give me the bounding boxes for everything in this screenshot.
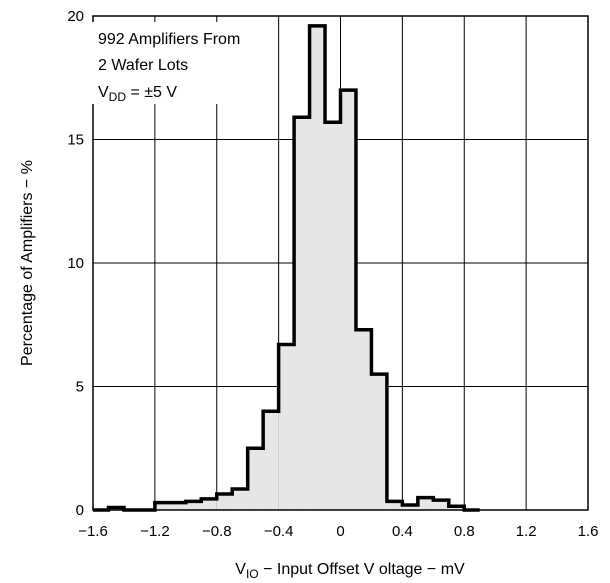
x-tick-label-0: −1.6 xyxy=(78,523,108,540)
y-tick-label-2: 10 xyxy=(67,255,84,272)
annotation-line-3: VDD = ±5 V xyxy=(98,84,177,104)
x-tick-label-7: 1.2 xyxy=(516,523,537,540)
histogram-bar xyxy=(247,448,264,510)
histogram-bar xyxy=(216,493,233,510)
histogram-bar xyxy=(325,122,341,511)
y-tick-label-0: 0 xyxy=(76,502,84,519)
y-tick-label-1: 5 xyxy=(76,379,84,396)
y-tick-label-3: 15 xyxy=(67,132,84,149)
histogram-outline xyxy=(93,24,480,512)
x-axis-label-main: V xyxy=(235,561,246,578)
x-axis-label-sub: IO xyxy=(246,567,259,581)
y-axis-label: Percentage of Amplifiers − % xyxy=(19,160,36,366)
histogram-bar xyxy=(154,502,171,510)
histogram-bar xyxy=(355,329,372,510)
plot-frame xyxy=(92,15,589,511)
x-tick-label-8: 1.6 xyxy=(578,523,599,540)
histogram-bar xyxy=(294,117,310,511)
histogram-bar xyxy=(433,500,449,510)
histogram-bar xyxy=(201,498,217,510)
annotation-line-3-sub: DD xyxy=(109,90,127,104)
histogram-bar xyxy=(417,497,434,510)
histogram-bar xyxy=(170,502,186,510)
y-tick-labels: 0 5 10 15 20 xyxy=(67,8,84,519)
histogram-bar xyxy=(309,25,326,510)
histogram-bar xyxy=(232,489,248,510)
histogram-bar xyxy=(448,506,465,510)
x-axis-label: VIO − Input Offset V oltage − mV xyxy=(235,561,465,581)
histogram-bar xyxy=(371,374,387,510)
x-tick-labels: −1.6 −1.2 −0.8 −0.4 0 0.4 0.8 1.2 1.6 xyxy=(78,523,598,540)
annotation-line-3-main: V xyxy=(98,84,109,101)
annotation-box: 992 Amplifiers From 2 Wafer Lots VDD = ±… xyxy=(92,22,240,104)
histogram-bar xyxy=(402,505,418,510)
annotation-line-2: 2 Wafer Lots xyxy=(98,57,188,74)
histogram-bar xyxy=(340,90,356,510)
x-tick-label-3: −0.4 xyxy=(264,523,294,540)
histogram-bars xyxy=(93,24,480,512)
x-axis-label-rest: − Input Offset V oltage − mV xyxy=(259,561,465,578)
annotation-line-1: 992 Amplifiers From xyxy=(98,31,240,48)
x-tick-label-2: −0.8 xyxy=(202,523,232,540)
x-tick-label-1: −1.2 xyxy=(140,523,170,540)
x-tick-label-6: 0.8 xyxy=(454,523,475,540)
y-tick-label-4: 20 xyxy=(67,8,84,25)
histogram-bar xyxy=(185,501,202,510)
histogram-bar xyxy=(278,344,295,510)
annotation-line-3-rest: = ±5 V xyxy=(126,84,177,101)
x-tick-label-5: 0.4 xyxy=(392,523,413,540)
histogram-bar xyxy=(386,501,403,510)
x-tick-label-4: 0 xyxy=(336,523,344,540)
histogram-bar xyxy=(263,411,279,510)
